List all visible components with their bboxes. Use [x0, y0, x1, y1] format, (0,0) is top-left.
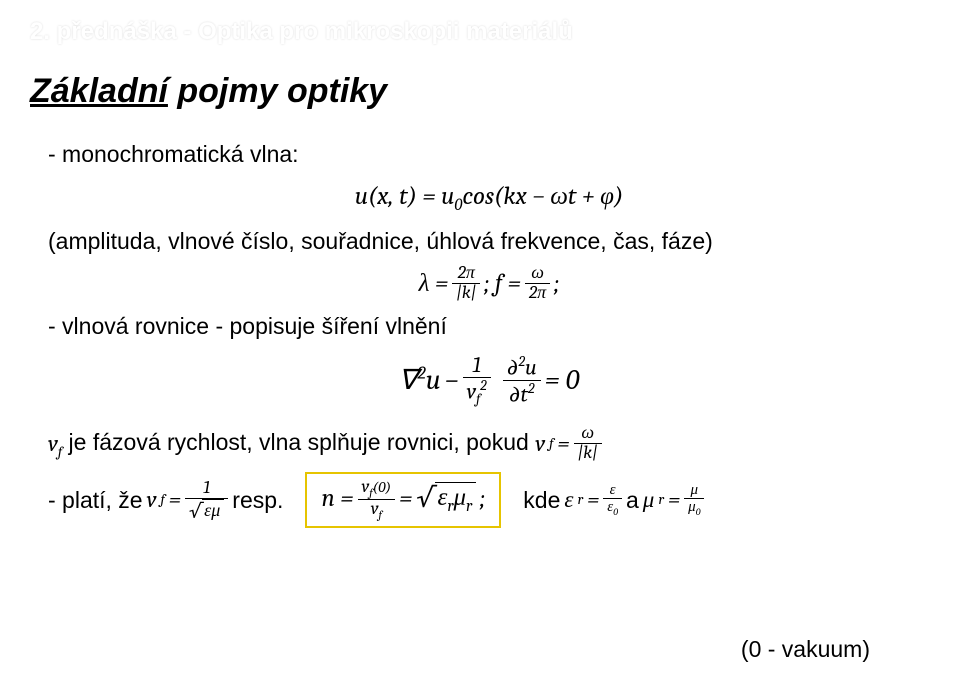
mu-r-sub: r	[466, 497, 472, 516]
kde-part: kde εr = ε ε0 a μr = μ μ0	[523, 482, 704, 518]
uxt-left: u(x, t) = u	[355, 182, 455, 211]
vf2-v: v	[535, 427, 545, 462]
eq-sign-2: =	[399, 480, 412, 518]
kde-text: kde	[523, 483, 560, 518]
den-2pi: 2π	[525, 284, 550, 303]
minus-sign: −	[445, 359, 459, 401]
title-rest: pojmy optiky	[168, 72, 387, 110]
den-eps0: 0	[613, 507, 618, 518]
slide-page: 2. přednáška - Optika pro mikroskopii ma…	[0, 0, 960, 681]
nabla-u: u	[426, 364, 441, 396]
plati-text: - platí, že	[48, 483, 143, 518]
frac-mu-mu0: μ μ0	[684, 482, 704, 518]
n-eq: n =	[321, 480, 353, 518]
sqrt-em-inner: εμ	[202, 499, 224, 522]
f-eq: ; f =	[484, 265, 521, 303]
last-row: - platí, že vf = 1 √εμ resp.	[48, 472, 930, 529]
den-mu0: 0	[696, 507, 701, 518]
frac-vf0-vf: vf(0) vf	[358, 478, 396, 521]
frac-omega-2pi: ω 2π	[525, 264, 550, 303]
vf2-f: f	[549, 433, 553, 455]
eps-r: ε	[437, 483, 447, 512]
vfden-f: f	[379, 507, 382, 521]
mu-r-2: μ	[643, 483, 655, 518]
a-sep: a	[626, 483, 639, 518]
den-absk2: |k|	[574, 444, 602, 463]
den-t-sup2: 2	[528, 380, 535, 397]
vf3-f: f	[161, 489, 165, 511]
frac-omega-k: ω |k|	[574, 424, 602, 463]
plati-ze-part: - platí, že vf = 1 √εμ resp.	[48, 479, 283, 521]
bullet-vf-phase: vf je fázová rychlost, vlna splňuje rovn…	[48, 424, 930, 463]
bullet-monochrom: - monochromatická vlna:	[48, 137, 930, 172]
eq-wave: ∇2u − 1 vf2 ∂2u ∂t2 = 0	[48, 354, 930, 407]
den-partial: ∂	[509, 381, 521, 407]
num-1: 1	[463, 354, 491, 378]
frac-2pi-k: 2π |k|	[452, 264, 480, 303]
vakuum-note: (0 - vakuum)	[741, 636, 870, 663]
bullet-amplituda: (amplituda, vlnové číslo, souřadnice, úh…	[48, 224, 930, 259]
frac-e-e0: ε ε0	[603, 482, 622, 518]
sqrt-er-mur: √ εrμr	[416, 482, 476, 517]
vfden-v: v	[371, 498, 379, 519]
sqrt-em: √εμ	[189, 499, 224, 522]
eq-uxt: u(x, t) = u0cos(kx − ωt + φ)	[48, 178, 930, 218]
frac-1-vf2: 1 vf2	[463, 354, 491, 407]
eps-r-sub2: r	[577, 489, 583, 511]
num-partial-u: u	[525, 354, 537, 380]
title-underlined: Základní	[30, 72, 168, 110]
uxt-cos: cos(kx − ωt + φ)	[462, 182, 623, 211]
den-absk: |k|	[452, 284, 480, 303]
content-body: - monochromatická vlna: u(x, t) = u0cos(…	[30, 137, 930, 528]
den-vf2-sup: 2	[480, 377, 487, 394]
eq-lambda-f: λ = 2π |k| ; f = ω 2π ;	[48, 264, 930, 303]
vf-v: v	[48, 430, 58, 457]
nabla: ∇	[399, 364, 418, 396]
eq-sign-4: =	[668, 483, 680, 518]
eq-zero: = 0	[545, 359, 580, 401]
eps-r-2: ε	[564, 483, 573, 518]
vf-text: je fázová rychlost, vlna splňuje rovnici…	[62, 430, 535, 456]
eq-sign-3: =	[587, 483, 599, 518]
num-partial: ∂	[507, 354, 519, 380]
semi-1: ;	[554, 265, 559, 303]
lambda-eq: λ =	[419, 265, 449, 303]
eq-sign-1: =	[169, 483, 181, 518]
nabla-sup2: 2	[417, 363, 425, 384]
num-1b: 1	[185, 479, 228, 499]
mu-r-sub2: r	[658, 489, 664, 511]
frac-d2u-dt2: ∂2u ∂t2	[503, 354, 541, 406]
semi-2: ;	[480, 480, 485, 518]
slide-title: Základní pojmy optiky	[30, 72, 930, 111]
vf-eq: =	[557, 427, 569, 462]
mu-r: μ	[453, 483, 466, 512]
den-v: v	[467, 378, 476, 404]
den-mu: μ	[688, 497, 696, 515]
bullet-vlnova-rovnice: - vlnová rovnice - popisuje šíření vlněn…	[48, 309, 930, 344]
resp-text: resp.	[232, 483, 283, 518]
vf3-v: v	[147, 483, 157, 518]
slide-header: 2. přednáška - Optika pro mikroskopii ma…	[30, 18, 930, 46]
den-t: t	[521, 381, 528, 407]
frac-1-sqrt-em: 1 √εμ	[185, 479, 228, 521]
vf0-paren: (0)	[373, 478, 391, 496]
boxed-n-eq: n = vf(0) vf = √ εrμr ;	[305, 472, 501, 529]
